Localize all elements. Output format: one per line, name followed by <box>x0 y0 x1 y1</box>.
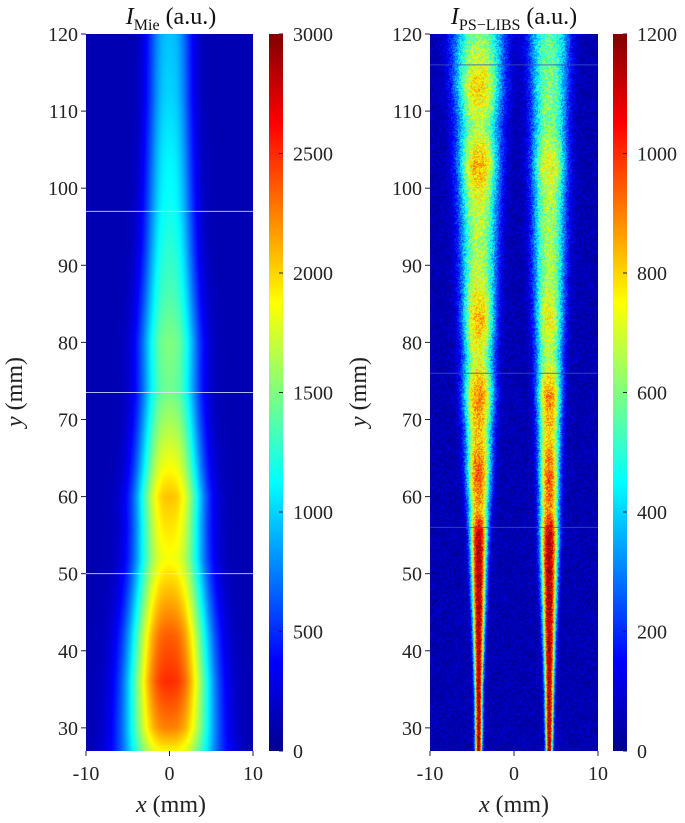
panel-mie-colorbar <box>269 34 283 751</box>
panel-mie-title: IMie (a.u.) <box>125 4 216 34</box>
panel-mie-x-ticks: -10 0 10 <box>73 751 263 785</box>
panel-libs-xlabel-var: x <box>478 792 490 818</box>
panel-mie-xlabel: x (mm) <box>135 792 206 818</box>
y-tick-label: 40 <box>58 641 78 663</box>
panel-mie-ylabel: y (mm) <box>2 357 28 429</box>
x-tick-label: -10 <box>417 763 444 785</box>
panel-libs-ylabel: y (mm) <box>346 357 372 429</box>
y-tick-label: 40 <box>402 641 422 663</box>
panel-libs-colorbar-ticks: 0 200 400 600 800 1000 1200 <box>623 24 677 763</box>
y-tick-label: 80 <box>402 332 422 354</box>
colorbar-tick-label: 1500 <box>293 383 333 405</box>
colorbar-tick-label: 1000 <box>293 502 333 524</box>
y-tick-label: 120 <box>48 24 78 46</box>
y-tick-label: 70 <box>58 409 78 431</box>
panel-libs-colorbar <box>613 34 627 751</box>
x-tick-label: 0 <box>509 763 519 785</box>
panel-libs-xlabel-unit: (mm) <box>496 792 549 818</box>
colorbar-tick-label: 600 <box>637 383 667 405</box>
colorbar-tick-label: 200 <box>637 622 667 644</box>
panel-libs-title-var: I <box>450 4 460 30</box>
colorbar-tick-label: 1000 <box>637 144 677 166</box>
colorbar-tick-label: 500 <box>293 622 323 644</box>
panel-mie-colorbar-ticks: 0 500 1000 1500 2000 2500 3000 <box>279 24 333 763</box>
y-tick-label: 60 <box>402 487 422 509</box>
colorbar-tick-label: 2000 <box>293 263 333 285</box>
panel-mie-xlabel-var: x <box>135 792 147 818</box>
panel-libs-x-ticks: -10 0 10 <box>417 751 608 785</box>
colorbar-tick-label: 400 <box>637 502 667 524</box>
y-tick-label: 60 <box>58 487 78 509</box>
y-tick-label: 80 <box>58 332 78 354</box>
panel-mie-title-var: I <box>125 4 135 30</box>
panel-mie-title-sub: Mie <box>134 17 160 34</box>
colorbar-tick-label: 800 <box>637 263 667 285</box>
panel-libs-ylabel-var: y <box>346 416 372 429</box>
panel-libs-title-sub: PS−LIBS <box>459 17 521 34</box>
x-tick-label: 10 <box>588 763 608 785</box>
y-tick-label: 50 <box>402 564 422 586</box>
x-tick-label: 10 <box>243 763 263 785</box>
panel-mie-xlabel-unit: (mm) <box>153 792 206 818</box>
y-tick-label: 120 <box>392 24 422 46</box>
y-tick-label: 100 <box>48 178 78 200</box>
colorbar-tick-label: 2500 <box>293 144 333 166</box>
panel-mie-ylabel-var: y <box>2 416 28 429</box>
panel-libs-title-unit: (a.u.) <box>526 4 577 30</box>
x-tick-label: 0 <box>165 763 175 785</box>
y-tick-label: 50 <box>58 564 78 586</box>
y-tick-label: 70 <box>402 409 422 431</box>
y-tick-label: 90 <box>58 255 78 277</box>
panel-libs-seams <box>430 64 598 528</box>
panel-mie-seams <box>86 210 253 575</box>
colorbar-tick-label: 3000 <box>293 24 333 46</box>
y-tick-label: 100 <box>392 178 422 200</box>
colorbar-tick-label: 0 <box>293 741 303 763</box>
colorbar-tick-label: 1200 <box>637 24 677 46</box>
y-tick-label: 30 <box>402 718 422 740</box>
y-tick-label: 30 <box>58 718 78 740</box>
panel-libs-heatmap <box>430 34 598 751</box>
panel-libs-title: IPS−LIBS (a.u.) <box>450 4 577 34</box>
panel-mie-ylabel-unit: (mm) <box>2 357 28 410</box>
panel-libs-xlabel: x (mm) <box>478 792 549 818</box>
panel-libs-y-ticks: 30 40 50 60 70 80 90 100 110 120 <box>392 24 430 740</box>
y-tick-label: 110 <box>49 101 78 123</box>
x-tick-label: -10 <box>73 763 100 785</box>
panel-mie-title-unit: (a.u.) <box>166 4 217 30</box>
y-tick-label: 90 <box>402 255 422 277</box>
panel-libs-ylabel-unit: (mm) <box>346 357 372 410</box>
panel-mie-y-ticks: 30 40 50 60 70 80 90 100 110 120 <box>48 24 86 740</box>
colorbar-tick-label: 0 <box>637 741 647 763</box>
y-tick-label: 110 <box>393 101 422 123</box>
